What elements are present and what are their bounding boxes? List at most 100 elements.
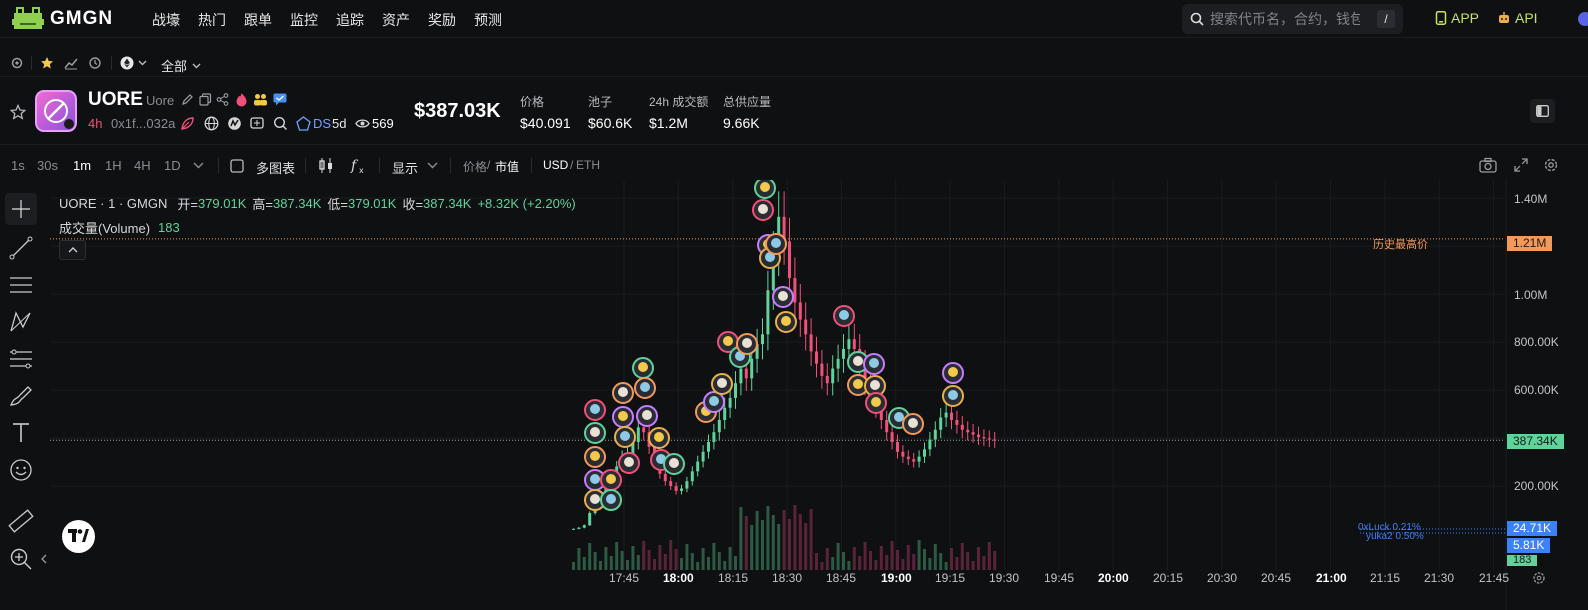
nav-item-assets[interactable]: 资产: [382, 12, 410, 28]
zoom-in-icon[interactable]: [8, 546, 34, 572]
filter-all-dropdown[interactable]: 全部: [161, 56, 201, 75]
emoji-icon[interactable]: [8, 457, 34, 483]
interval-30s[interactable]: 30s: [37, 158, 58, 173]
candles-icon[interactable]: [318, 157, 334, 174]
nav-item-trenches[interactable]: 战壕: [152, 12, 180, 28]
candle: [960, 424, 964, 430]
interval-4h[interactable]: 4H: [134, 158, 151, 173]
horizontal-lines-icon[interactable]: [8, 272, 34, 298]
token-avatar[interactable]: [35, 90, 77, 132]
brush-icon[interactable]: [8, 383, 34, 409]
chevron-down-icon[interactable]: [427, 162, 438, 169]
favorite-star-icon[interactable]: [10, 104, 26, 120]
trade-marker-face: [590, 427, 600, 437]
chain-icon[interactable]: [120, 56, 134, 70]
nav-item-trending[interactable]: 热门: [198, 12, 226, 28]
volume-bar: [771, 515, 775, 570]
volume-bar: [766, 506, 770, 570]
stat-price: 价格 $40.091: [520, 93, 571, 131]
volume-bar: [696, 562, 700, 570]
collapse-legend-button[interactable]: [59, 240, 86, 260]
filter-bar: 全部: [0, 48, 1588, 77]
brand-name[interactable]: GMGN: [50, 8, 114, 29]
trade-marker-face: [869, 358, 879, 368]
nav-item-copy-trade[interactable]: 跟单: [244, 12, 272, 28]
trade-marker-face: [590, 451, 600, 461]
ruler-icon[interactable]: [8, 508, 34, 534]
trendline-icon[interactable]: [8, 235, 34, 261]
multi-chart-checkbox[interactable]: [230, 159, 244, 173]
settings-icon[interactable]: [10, 56, 24, 70]
trade-marker-face: [853, 379, 863, 389]
nav-item-rewards[interactable]: 奖励: [428, 12, 456, 28]
dexscreener-icon[interactable]: [296, 116, 311, 131]
mcap-toggle[interactable]: 市值: [495, 160, 520, 174]
app-download-link[interactable]: APP: [1435, 10, 1479, 26]
search-box[interactable]: /: [1182, 4, 1403, 34]
text-tool-icon[interactable]: [8, 420, 34, 446]
chevron-down-icon[interactable]: [138, 60, 147, 66]
coin-icon[interactable]: [227, 116, 242, 131]
share-icon[interactable]: [216, 93, 229, 106]
interval-1d[interactable]: 1D: [164, 158, 181, 173]
candle: [582, 525, 586, 528]
currency-eth[interactable]: ETH: [576, 158, 600, 172]
tradingview-logo[interactable]: [62, 520, 95, 553]
price-chart-svg[interactable]: [50, 180, 1588, 610]
currency-usd[interactable]: USD: [543, 158, 569, 172]
chart-settings-icon[interactable]: [1543, 157, 1559, 173]
x-tick: 20:30: [1207, 571, 1238, 585]
time-settings-icon[interactable]: [1532, 571, 1546, 585]
volume-bar: [663, 554, 667, 570]
display-dropdown[interactable]: 显示: [392, 161, 419, 176]
volume-bar: [815, 553, 818, 570]
toggle-panel-button[interactable]: [1530, 99, 1555, 123]
candle: [993, 439, 997, 441]
x-tick: 19:00: [881, 571, 912, 585]
price-chart[interactable]: [50, 180, 1588, 610]
crosshair-tool[interactable]: [5, 193, 37, 225]
interval-1h[interactable]: 1H: [105, 158, 122, 173]
candle: [572, 528, 575, 530]
search-input[interactable]: [1210, 10, 1360, 28]
pattern-icon[interactable]: [8, 309, 34, 335]
trade-marker-face: [723, 336, 733, 346]
chevron-down-icon[interactable]: [193, 162, 204, 169]
network-icon[interactable]: [1578, 12, 1588, 26]
api-link[interactable]: API: [1497, 10, 1538, 26]
nav-item-track[interactable]: 追踪: [336, 12, 364, 28]
stat-supply-label: 总供应量: [723, 95, 772, 109]
volume-bar: [901, 559, 905, 570]
volume-bar: [842, 552, 845, 570]
collapse-toolbar-icon[interactable]: [41, 554, 47, 564]
legend-low: 379.01K: [348, 196, 397, 211]
ohlc-legend: UORE · 1 · GMGN 开= 379.01K 高= 387.34K 低= 37…: [59, 194, 576, 213]
history-icon[interactable]: [88, 56, 102, 70]
interval-1s[interactable]: 1s: [11, 158, 25, 173]
copy-icon[interactable]: [199, 93, 212, 106]
token-address[interactable]: 0x1f...032a: [111, 116, 176, 131]
leaf-icon[interactable]: [180, 116, 195, 131]
frog-logo-icon[interactable]: [10, 5, 46, 33]
candle: [782, 216, 786, 242]
nav-item-monitor[interactable]: 监控: [290, 12, 318, 28]
star-filled-icon[interactable]: [40, 56, 54, 70]
chart-line-icon[interactable]: [64, 56, 78, 70]
camera-icon[interactable]: [1479, 157, 1497, 173]
candle: [890, 432, 894, 442]
multi-chart-label[interactable]: 多图表: [256, 161, 296, 176]
volume-bar: [723, 561, 727, 570]
svg-text:f: f: [350, 158, 359, 174]
nav-item-predict[interactable]: 预测: [474, 12, 502, 28]
fullscreen-icon[interactable]: [1514, 158, 1528, 172]
globe-icon[interactable]: [204, 116, 219, 131]
interval-1m[interactable]: 1m: [73, 158, 92, 173]
fib-icon[interactable]: [8, 346, 34, 372]
ds-label[interactable]: DS: [313, 116, 332, 131]
message-plus-icon[interactable]: [250, 116, 265, 131]
search-icon[interactable]: [273, 116, 288, 131]
price-toggle[interactable]: 价格: [463, 160, 488, 174]
edit-icon[interactable]: [181, 93, 194, 106]
